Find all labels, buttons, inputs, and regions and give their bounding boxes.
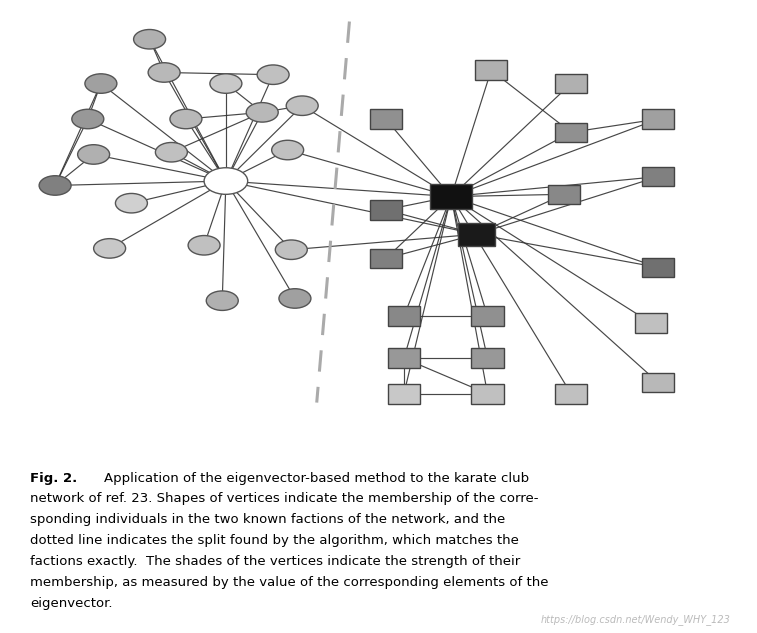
Circle shape <box>257 65 289 84</box>
Circle shape <box>133 30 166 49</box>
Bar <box>472 384 503 403</box>
Circle shape <box>170 110 202 128</box>
Text: membership, as measured by the value of the corresponding elements of the: membership, as measured by the value of … <box>30 576 549 589</box>
Circle shape <box>246 103 279 122</box>
Bar <box>458 223 495 246</box>
Bar <box>642 373 674 392</box>
Bar <box>642 110 674 128</box>
Bar <box>388 384 420 403</box>
Text: Application of the eigenvector-based method to the karate club: Application of the eigenvector-based met… <box>87 472 529 485</box>
Bar <box>369 200 402 220</box>
Text: network of ref. 23. Shapes of vertices indicate the membership of the corre-: network of ref. 23. Shapes of vertices i… <box>30 492 539 506</box>
Text: https://blog.csdn.net/Wendy_WHY_123: https://blog.csdn.net/Wendy_WHY_123 <box>540 615 731 625</box>
Circle shape <box>115 194 148 213</box>
Circle shape <box>210 74 242 93</box>
Text: dotted line indicates the split found by the algorithm, which matches the: dotted line indicates the split found by… <box>30 534 519 548</box>
Text: Fig. 2.: Fig. 2. <box>30 472 77 485</box>
Bar <box>555 74 587 93</box>
Bar <box>555 384 587 403</box>
Circle shape <box>39 176 71 195</box>
Bar <box>548 185 580 204</box>
Bar <box>642 167 674 186</box>
Circle shape <box>85 74 117 93</box>
Bar <box>388 349 420 368</box>
Bar <box>430 184 472 210</box>
Circle shape <box>72 110 104 128</box>
Circle shape <box>188 235 220 255</box>
Bar <box>369 249 402 268</box>
Circle shape <box>94 239 126 258</box>
Circle shape <box>204 168 248 194</box>
Text: factions exactly.  The shades of the vertices indicate the strength of their: factions exactly. The shades of the vert… <box>30 555 521 568</box>
Circle shape <box>286 96 318 115</box>
Circle shape <box>155 142 188 162</box>
Bar <box>472 349 503 368</box>
Circle shape <box>206 291 238 310</box>
Text: eigenvector.: eigenvector. <box>30 597 113 610</box>
Circle shape <box>279 289 311 308</box>
Bar <box>642 258 674 277</box>
Circle shape <box>148 63 180 82</box>
Bar <box>555 123 587 142</box>
Bar <box>369 110 402 128</box>
Bar <box>472 306 503 326</box>
Bar <box>635 313 667 332</box>
Bar <box>388 306 420 326</box>
Circle shape <box>272 141 304 160</box>
Circle shape <box>78 145 110 164</box>
Bar <box>475 61 507 80</box>
Circle shape <box>276 240 307 260</box>
Text: sponding individuals in the two known factions of the network, and the: sponding individuals in the two known fa… <box>30 513 506 527</box>
